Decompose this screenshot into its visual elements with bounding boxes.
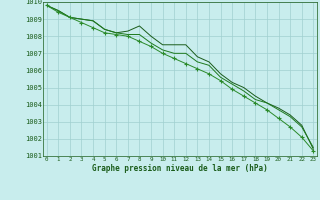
X-axis label: Graphe pression niveau de la mer (hPa): Graphe pression niveau de la mer (hPa) <box>92 164 268 173</box>
